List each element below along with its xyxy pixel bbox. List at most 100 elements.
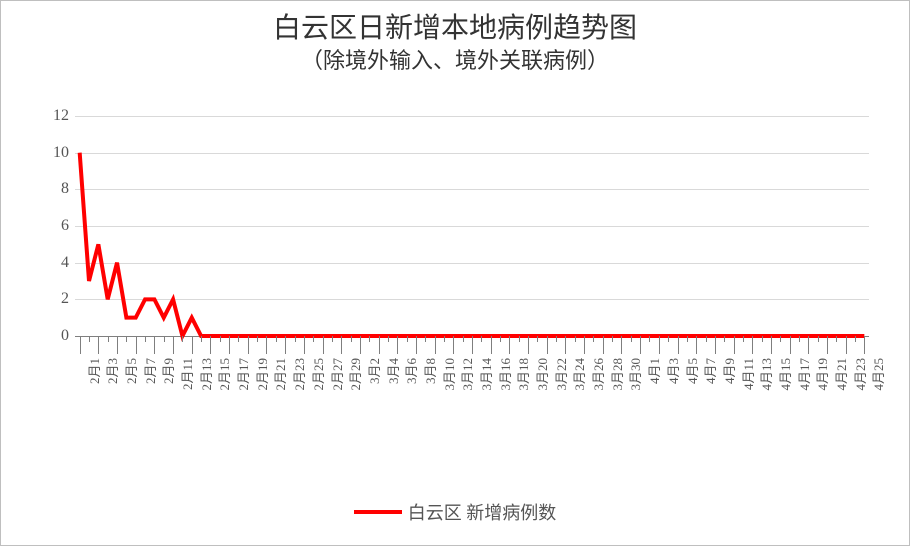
x-tick bbox=[771, 336, 772, 354]
x-tick bbox=[98, 336, 99, 354]
x-axis-label: 3月18 bbox=[513, 358, 532, 391]
x-tick bbox=[145, 336, 146, 342]
x-tick bbox=[229, 336, 230, 354]
x-tick bbox=[313, 336, 314, 342]
x-axis-label: 4月3 bbox=[663, 358, 682, 384]
x-tick bbox=[89, 336, 90, 342]
x-tick bbox=[257, 336, 258, 342]
series-polyline bbox=[80, 153, 865, 336]
x-tick bbox=[285, 336, 286, 354]
x-tick bbox=[790, 336, 791, 354]
x-tick bbox=[818, 336, 819, 342]
x-axis-label: 3月16 bbox=[495, 358, 514, 391]
x-axis-label: 3月14 bbox=[476, 358, 495, 391]
x-axis-label: 3月24 bbox=[569, 358, 588, 391]
x-tick bbox=[108, 336, 109, 342]
x-tick bbox=[696, 336, 697, 354]
x-tick bbox=[547, 336, 548, 354]
x-axis-label: 3月22 bbox=[551, 358, 570, 391]
x-axis-label: 3月12 bbox=[457, 358, 476, 391]
x-axis-label: 2月25 bbox=[308, 358, 327, 391]
x-tick bbox=[351, 336, 352, 342]
x-tick bbox=[864, 336, 865, 354]
x-axis-label: 4月19 bbox=[812, 358, 831, 391]
y-axis-label: 2 bbox=[35, 290, 69, 308]
x-tick bbox=[360, 336, 361, 354]
x-tick bbox=[528, 336, 529, 354]
x-tick bbox=[397, 336, 398, 354]
x-axis-label: 4月7 bbox=[700, 358, 719, 384]
x-tick bbox=[565, 336, 566, 354]
x-tick bbox=[491, 336, 492, 354]
x-tick bbox=[827, 336, 828, 354]
x-tick bbox=[668, 336, 669, 342]
x-axis-label: 4月21 bbox=[831, 358, 850, 391]
x-tick bbox=[164, 336, 165, 342]
y-axis-label: 8 bbox=[35, 180, 69, 198]
x-tick bbox=[416, 336, 417, 354]
x-tick bbox=[575, 336, 576, 342]
x-axis-label: 4月15 bbox=[775, 358, 794, 391]
x-tick bbox=[136, 336, 137, 354]
x-axis-label: 3月8 bbox=[420, 358, 439, 384]
x-axis-label: 2月23 bbox=[289, 358, 308, 391]
x-axis-label: 2月9 bbox=[158, 358, 177, 384]
x-tick bbox=[687, 336, 688, 342]
x-tick bbox=[500, 336, 501, 342]
x-tick bbox=[762, 336, 763, 342]
x-axis-label: 3月30 bbox=[625, 358, 644, 391]
x-tick bbox=[743, 336, 744, 342]
x-axis-label: 3月26 bbox=[588, 358, 607, 391]
x-tick bbox=[678, 336, 679, 354]
x-tick bbox=[295, 336, 296, 342]
x-tick bbox=[808, 336, 809, 354]
legend-label: 白云区 新增病例数 bbox=[408, 499, 557, 525]
x-tick bbox=[584, 336, 585, 354]
x-axis-label: 3月2 bbox=[364, 358, 383, 384]
x-tick bbox=[472, 336, 473, 354]
x-tick bbox=[649, 336, 650, 342]
x-axis-label: 2月11 bbox=[177, 358, 196, 390]
x-tick bbox=[201, 336, 202, 342]
x-tick bbox=[266, 336, 267, 354]
x-tick bbox=[276, 336, 277, 342]
x-axis-label: 2月5 bbox=[121, 358, 140, 384]
x-tick bbox=[621, 336, 622, 354]
y-axis-label: 10 bbox=[35, 144, 69, 162]
x-tick bbox=[780, 336, 781, 342]
x-axis-label: 2月19 bbox=[252, 358, 271, 391]
x-tick bbox=[182, 336, 183, 342]
chart-subtitle: （除境外输入、境外关联病例） bbox=[11, 47, 899, 76]
legend-item: 白云区 新增病例数 bbox=[354, 499, 557, 525]
x-tick bbox=[425, 336, 426, 342]
x-tick bbox=[126, 336, 127, 342]
x-tick bbox=[407, 336, 408, 342]
y-axis-label: 4 bbox=[35, 254, 69, 272]
x-tick bbox=[379, 336, 380, 354]
x-tick bbox=[836, 336, 837, 342]
x-axis-label: 3月4 bbox=[383, 358, 402, 384]
x-tick bbox=[388, 336, 389, 342]
x-tick bbox=[734, 336, 735, 354]
y-axis-label: 6 bbox=[35, 217, 69, 235]
x-tick bbox=[117, 336, 118, 354]
x-axis-label: 4月25 bbox=[868, 358, 887, 391]
x-axis-label: 4月1 bbox=[644, 358, 663, 384]
x-axis-label: 2月27 bbox=[327, 358, 346, 391]
x-tick bbox=[537, 336, 538, 342]
chart-container: 白云区日新增本地病例趋势图 （除境外输入、境外关联病例） 024681012 2… bbox=[0, 0, 910, 546]
x-tick bbox=[659, 336, 660, 354]
x-tick bbox=[238, 336, 239, 342]
x-axis-label: 3月6 bbox=[401, 358, 420, 384]
x-tick bbox=[444, 336, 445, 342]
x-tick bbox=[481, 336, 482, 342]
x-tick bbox=[603, 336, 604, 354]
plot-area: 024681012 2月12月32月52月72月92月112月132月152月1… bbox=[75, 116, 869, 336]
x-axis-label: 2月29 bbox=[345, 358, 364, 391]
x-tick bbox=[799, 336, 800, 342]
x-axis-label: 4月11 bbox=[738, 358, 757, 390]
x-axis-label: 4月23 bbox=[850, 358, 869, 391]
x-tick bbox=[855, 336, 856, 342]
x-axis-label: 2月1 bbox=[84, 358, 103, 384]
x-axis-label: 3月28 bbox=[607, 358, 626, 391]
